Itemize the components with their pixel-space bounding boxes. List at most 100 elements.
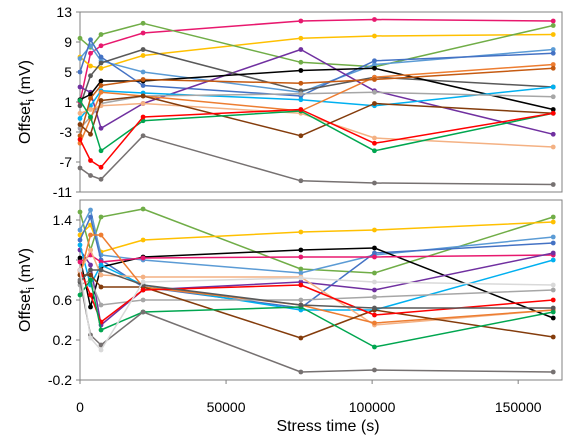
data-point [98,347,104,353]
data-point [98,267,104,273]
data-point [140,47,146,52]
data-point [88,37,93,43]
data-point [372,77,377,82]
data-point [140,309,146,315]
data-point [550,23,556,28]
data-point [372,287,377,293]
data-point [98,262,104,268]
data-point [550,214,556,220]
data-point [550,240,556,246]
data-point [88,277,93,283]
data-point [140,114,146,120]
data-point [550,47,556,52]
data-point [550,234,556,240]
data-point [298,282,304,288]
data-point [88,50,93,56]
data-point [372,89,377,95]
data-point [550,182,556,187]
data-point [140,30,146,36]
data-point [88,73,93,79]
data-point [140,279,146,285]
data-point [372,367,377,373]
y-tick-label: 1.4 [53,212,73,228]
data-point [88,214,93,220]
x-axis-title: Stress time (s) [276,418,379,435]
data-point [140,77,146,82]
data-point [98,89,104,95]
data-point [77,110,83,116]
data-point [550,282,556,288]
data-point [88,292,93,298]
data-point [550,65,556,71]
data-point [550,309,556,315]
data-point [372,180,377,186]
data-point [298,91,304,97]
data-point [140,53,146,58]
data-point [298,68,304,73]
x-tick-label: 50000 [207,399,246,415]
top-panel: -11 -7 -3 1 5 9 13 Offseti (mV) [17,4,563,200]
data-point [298,47,304,52]
data-point [77,237,83,243]
data-point [550,18,556,24]
data-point [98,54,104,60]
data-point [77,255,83,261]
data-point [298,275,304,281]
data-point [372,101,377,106]
data-point [88,107,93,112]
data-point [140,287,146,293]
data-point [98,164,104,170]
data-point [550,297,556,303]
data-point [372,294,377,300]
data-point [298,107,304,112]
data-point [140,274,146,280]
data-point [98,125,104,131]
data-point [98,302,104,308]
data-point [550,250,556,256]
data-point [298,369,304,375]
data-point [372,344,377,350]
data-point [140,237,146,243]
x-tick-label: 100000 [349,399,396,415]
data-point [140,133,146,139]
data-point [550,62,556,67]
data-point [372,312,377,318]
data-point [550,107,556,112]
y-tick-label: 0.6 [53,292,73,308]
data-point [88,207,93,213]
data-point [298,302,304,308]
data-point [372,62,377,67]
data-point [77,103,83,109]
data-point [550,131,556,137]
data-point [372,17,377,22]
data-point [550,50,556,56]
data-point [298,97,304,103]
data-point [298,229,304,235]
data-point [88,232,93,238]
y-axis-title: Offseti (mV) [17,60,37,144]
data-point [140,20,146,26]
data-point [550,305,556,311]
y-tick-label: 1 [64,94,72,110]
data-point [98,60,104,66]
data-point [140,206,146,212]
data-point [298,35,304,41]
data-point [298,80,304,86]
data-point [88,114,93,120]
y-axis-title: Offseti (mV) [17,248,37,332]
data-point [372,254,377,260]
data-point [140,93,146,99]
data-point [140,69,146,75]
data-point [372,227,377,233]
data-point [550,94,556,100]
data-point [98,98,104,103]
data-point [77,35,83,41]
data-point [140,101,146,106]
data-point [372,320,377,326]
data-point [372,305,377,311]
data-point [77,165,83,171]
data-point [77,227,83,233]
data-point [372,140,377,146]
